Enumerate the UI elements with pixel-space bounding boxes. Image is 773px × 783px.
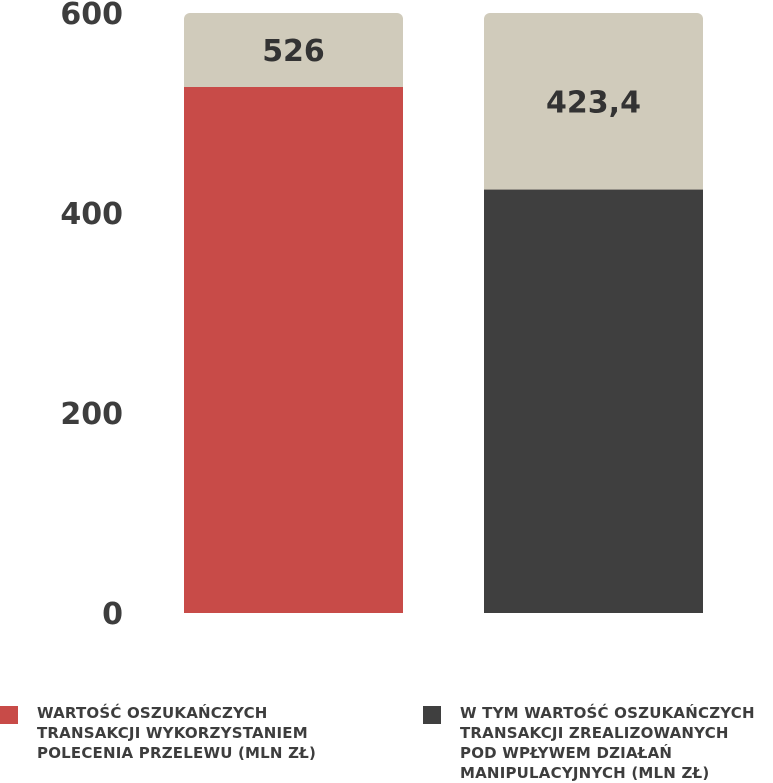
bar-chart: 0 200 400 600 526 423,4	[60, 0, 703, 632]
bar-1	[184, 87, 403, 613]
legend-label-1: WARTOŚĆ OSZUKAŃCZYCH TRANSAKCJI WYKORZYS…	[37, 703, 316, 763]
legend-label-1-line-1: WARTOŚĆ OSZUKAŃCZYCH	[37, 704, 268, 722]
y-tick-label-0: 0	[102, 597, 123, 632]
legend-label-1-line-2: TRANSAKCJI WYKORZYSTANIEM	[37, 724, 308, 742]
legend-swatch-2	[423, 706, 441, 724]
legend-label-2: W TYM WARTOŚĆ OSZUKAŃCZYCH TRANSAKCJI ZR…	[460, 703, 755, 783]
legend-item-1: WARTOŚĆ OSZUKAŃCZYCH TRANSAKCJI WYKORZYS…	[0, 703, 316, 763]
legend-item-2: W TYM WARTOŚĆ OSZUKAŃCZYCH TRANSAKCJI ZR…	[423, 703, 755, 783]
y-tick-label-400: 400	[60, 197, 123, 232]
y-tick-label-200: 200	[60, 397, 123, 432]
data-label-1: 526	[262, 34, 325, 69]
legend-label-2-line-1: W TYM WARTOŚĆ OSZUKAŃCZYCH	[460, 704, 755, 722]
legend-label-2-line-4: MANIPULACYJNYCH (MLN ZŁ)	[460, 764, 710, 782]
legend-swatch-1	[0, 706, 18, 724]
legend-label-1-line-3: POLECENIA PRZELEWU (MLN ZŁ)	[37, 744, 317, 762]
legend-label-2-line-3: POD WPŁYWEM DZIAŁAŃ	[460, 744, 673, 762]
data-label-2: 423,4	[546, 85, 641, 120]
bar-2	[484, 189, 703, 613]
legend-label-2-line-2: TRANSAKCJI ZREALIZOWANYCH	[460, 724, 729, 742]
y-tick-label-600: 600	[60, 0, 123, 32]
